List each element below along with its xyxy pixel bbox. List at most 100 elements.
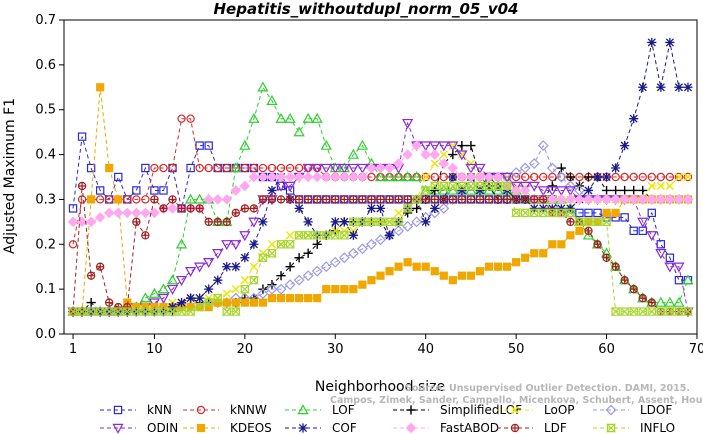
plot-area [63, 19, 698, 335]
data-point [682, 274, 694, 285]
data-point [203, 194, 214, 205]
data-point [438, 141, 450, 152]
data-point [421, 262, 430, 271]
data-point [302, 270, 314, 282]
data-point [430, 172, 439, 182]
legend-item-lof: LOF [285, 403, 355, 417]
data-point [258, 195, 268, 204]
data-point [331, 285, 340, 294]
data-point [529, 203, 539, 213]
data-point [249, 204, 259, 213]
data-point [340, 285, 349, 294]
data-point [340, 195, 349, 204]
data-point [105, 163, 114, 173]
data-point [448, 276, 457, 285]
legend-marker [510, 423, 520, 433]
data-point [556, 163, 566, 173]
data-point [601, 185, 612, 196]
data-point [421, 217, 431, 227]
data-point [638, 82, 648, 92]
legend-item-kdeos: KDEOS [183, 421, 272, 434]
data-point [565, 208, 576, 218]
data-point [258, 217, 268, 227]
data-point [157, 283, 170, 294]
data-point [420, 149, 432, 160]
legend-marker [196, 405, 206, 415]
data-point [420, 141, 432, 152]
data-point [113, 307, 124, 316]
data-point [564, 186, 577, 197]
legend-label: LDOF [640, 403, 672, 417]
data-point [665, 181, 674, 191]
data-point [547, 194, 558, 205]
data-point [77, 132, 87, 141]
data-point [557, 240, 566, 249]
data-point [584, 208, 593, 218]
legend-label: KDEOS [230, 421, 272, 434]
data-point [105, 298, 114, 307]
data-point [583, 217, 594, 227]
legend-marker [605, 423, 617, 433]
data-point [430, 159, 439, 168]
data-point [411, 195, 422, 204]
data-point [439, 271, 448, 280]
data-point [204, 163, 213, 173]
data-point [293, 274, 305, 286]
y-tick-label: 0.2 [35, 237, 56, 252]
data-point [584, 226, 593, 236]
series-knnw [68, 114, 693, 249]
data-point [394, 195, 403, 204]
data-point [556, 203, 566, 213]
data-point [502, 195, 512, 204]
legend-marker [510, 405, 520, 415]
x-axis-label: Neighborhood size [315, 379, 445, 395]
data-point [356, 139, 369, 150]
series-inflo [67, 181, 694, 316]
legend-label: LOF [332, 403, 355, 417]
legend-item-simplifiedlof: SimplifiedLOF [393, 403, 522, 417]
data-point [203, 258, 215, 269]
data-point [465, 181, 476, 191]
data-point [412, 262, 421, 271]
data-point [402, 118, 414, 129]
data-point [537, 186, 549, 197]
data-point [628, 194, 640, 205]
data-point [393, 217, 404, 227]
data-point [311, 163, 323, 174]
data-point [655, 307, 666, 316]
data-point [438, 181, 449, 191]
legend-marker [297, 404, 309, 415]
data-point [674, 172, 684, 182]
legend: kNN kNNW LOF SimplifiedLOF LoOP LDOF ODIN KDEOS… [100, 403, 675, 434]
data-point [195, 141, 204, 150]
data-point [176, 298, 187, 308]
data-point [276, 163, 286, 173]
data-point [503, 262, 512, 271]
data-point [184, 193, 197, 204]
data-point [366, 162, 377, 174]
data-point [86, 298, 96, 308]
legend-item-loop: LoOP [497, 403, 575, 417]
data-point [394, 262, 403, 271]
data-point [331, 195, 340, 204]
data-point [177, 204, 186, 213]
data-point [68, 204, 78, 213]
data-point [320, 163, 332, 174]
x-tick-label: 50 [508, 342, 525, 357]
data-point [266, 171, 278, 183]
data-point [95, 262, 105, 271]
data-point [103, 207, 115, 219]
data-point [619, 194, 630, 205]
legend-item-ldof: LDOF [593, 403, 672, 417]
data-point [457, 185, 467, 196]
data-point [610, 194, 621, 205]
data-point [285, 231, 295, 240]
plot-frame [63, 19, 698, 335]
data-point [548, 240, 557, 249]
data-point [682, 307, 694, 316]
data-point [240, 276, 249, 285]
legend-label: ODIN [147, 421, 178, 434]
data-point [530, 172, 539, 182]
data-point [547, 208, 558, 218]
data-point [538, 208, 549, 218]
